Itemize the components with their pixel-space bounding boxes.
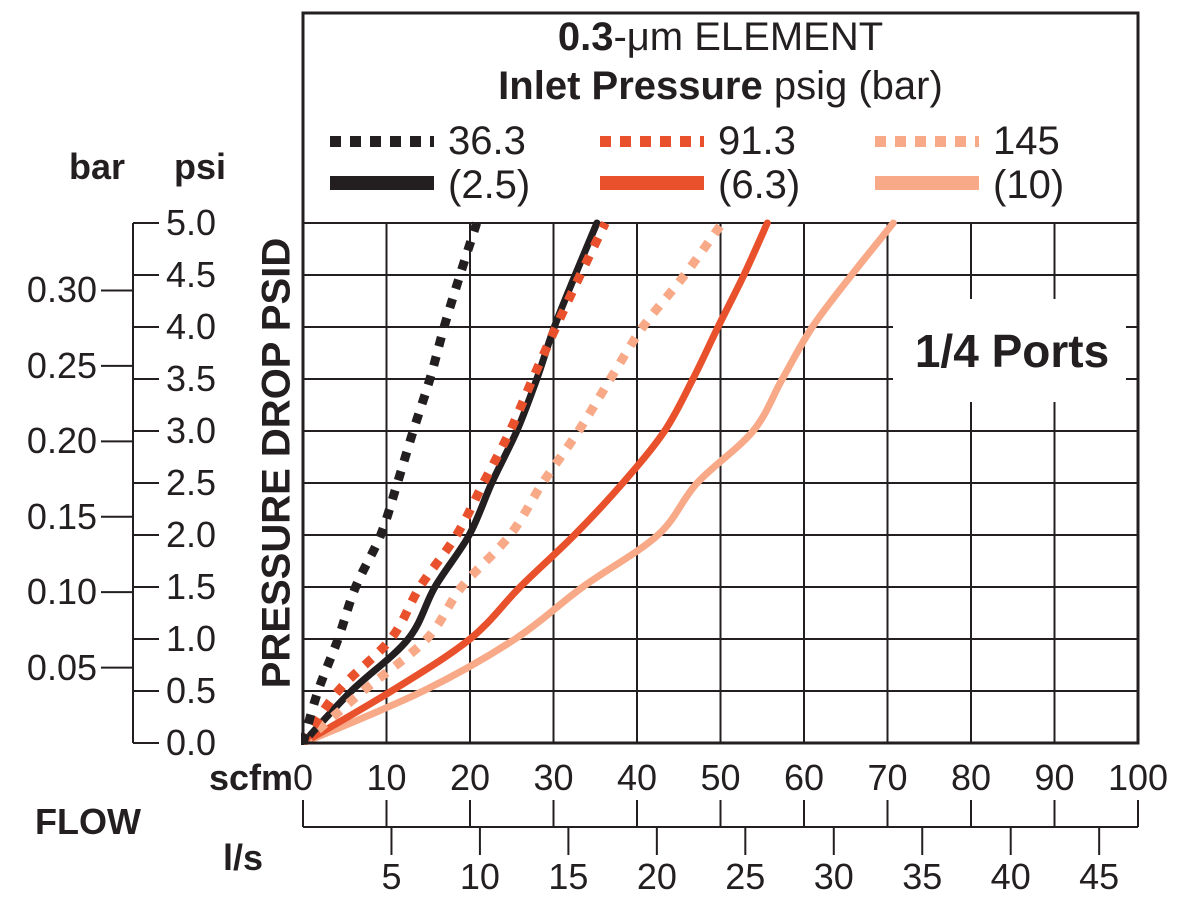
scfm-tick-label: 10 (366, 757, 407, 798)
curve-inlet-91.3-psig-dotted- (301, 221, 610, 745)
legend-solid-swatch (330, 176, 434, 190)
legend-bar-label: (2.5) (448, 163, 531, 207)
bar-tick-label: 0.30 (26, 269, 97, 311)
flow-axis-label: FLOW (35, 801, 141, 842)
scfm-tick-label: 60 (783, 757, 825, 798)
ls-tick-label: 10 (459, 856, 500, 897)
bar-tick-label: 0.10 (26, 571, 97, 613)
psi-tick-label: 3.5 (166, 358, 217, 399)
chart-title: 0.3-μm ELEMENT (557, 15, 884, 59)
ls-tick-label: 35 (902, 856, 943, 897)
curve-inlet-145-psig-dotted- (301, 220, 726, 745)
legend-psig-label: 36.3 (448, 119, 526, 163)
bar-tick-label: 0.05 (26, 646, 97, 688)
scfm-tick-label: 80 (950, 757, 992, 798)
legend-dotted-swatch (875, 136, 979, 147)
psi-tick-label: 4.5 (166, 254, 217, 295)
curve-inlet-10-bar-solid- (301, 219, 897, 745)
legend-bar-label: (10) (993, 163, 1065, 207)
psi-tick-label: 5.0 (166, 202, 217, 243)
legend-solid-swatch (875, 176, 979, 190)
scfm-tick-label: 100 (1107, 757, 1169, 798)
legend-dotted-swatch (600, 136, 704, 147)
scfm-axis-header: scfm (208, 757, 293, 798)
legend-psig-label: 145 (993, 119, 1060, 163)
scfm-tick-label: 20 (449, 757, 491, 798)
scfm-tick-label: 70 (867, 757, 908, 798)
psi-tick-label: 4.0 (166, 306, 217, 347)
psi-tick-label: 2.5 (166, 462, 217, 503)
bar-tick-label: 0.15 (26, 495, 97, 537)
psi-tick-label: 3.0 (166, 410, 217, 451)
ls-tick-label: 30 (813, 856, 854, 897)
legend-bar-label: (6.3) (718, 163, 801, 207)
psi-tick-label: 1.0 (166, 618, 217, 659)
chart-titles: 0.3-μm ELEMENT Inlet Pressure psig (bar) (303, 13, 1138, 111)
ls-tick-label: 45 (1079, 856, 1120, 897)
bar-axis-header: bar (68, 146, 126, 187)
scfm-tick-label: 0 (292, 757, 314, 798)
annotation-backdrop (893, 299, 1126, 402)
scfm-tick-label: 90 (1034, 757, 1075, 798)
bar-tick-label: 0.20 (26, 420, 97, 462)
bar-tick-label: 0.25 (26, 344, 97, 386)
chart-subtitle: Inlet Pressure psig (bar) (498, 63, 943, 108)
ls-tick-label: 15 (548, 856, 589, 897)
legend-dotted-swatch (330, 136, 434, 147)
psi-tick-label: 0.0 (166, 722, 217, 763)
chart-frame (301, 11, 1140, 745)
ls-tick-label: 25 (725, 856, 766, 897)
y-axis-title: PRESSURE DROP PSID (254, 237, 299, 689)
psi-tick-label: 2.0 (166, 514, 217, 555)
ls-tick-label: 20 (636, 856, 677, 897)
psi-axis-header: psi (173, 146, 227, 187)
scfm-tick-label: 50 (700, 757, 741, 798)
psi-tick-label: 1.5 (166, 566, 217, 607)
curve-inlet-6.3-bar-solid- (301, 219, 771, 745)
legend-solid-swatch (600, 176, 704, 190)
psi-tick-label: 0.5 (166, 670, 217, 711)
ls-tick-label: 40 (990, 856, 1031, 897)
legend-psig-label: 91.3 (718, 119, 796, 163)
ports-annotation: 1/4 Ports (914, 325, 1110, 377)
ls-axis-header: l/s (222, 837, 264, 878)
ls-tick-label: 5 (381, 856, 402, 897)
scfm-tick-label: 40 (616, 757, 658, 798)
scfm-tick-label: 30 (533, 757, 574, 798)
